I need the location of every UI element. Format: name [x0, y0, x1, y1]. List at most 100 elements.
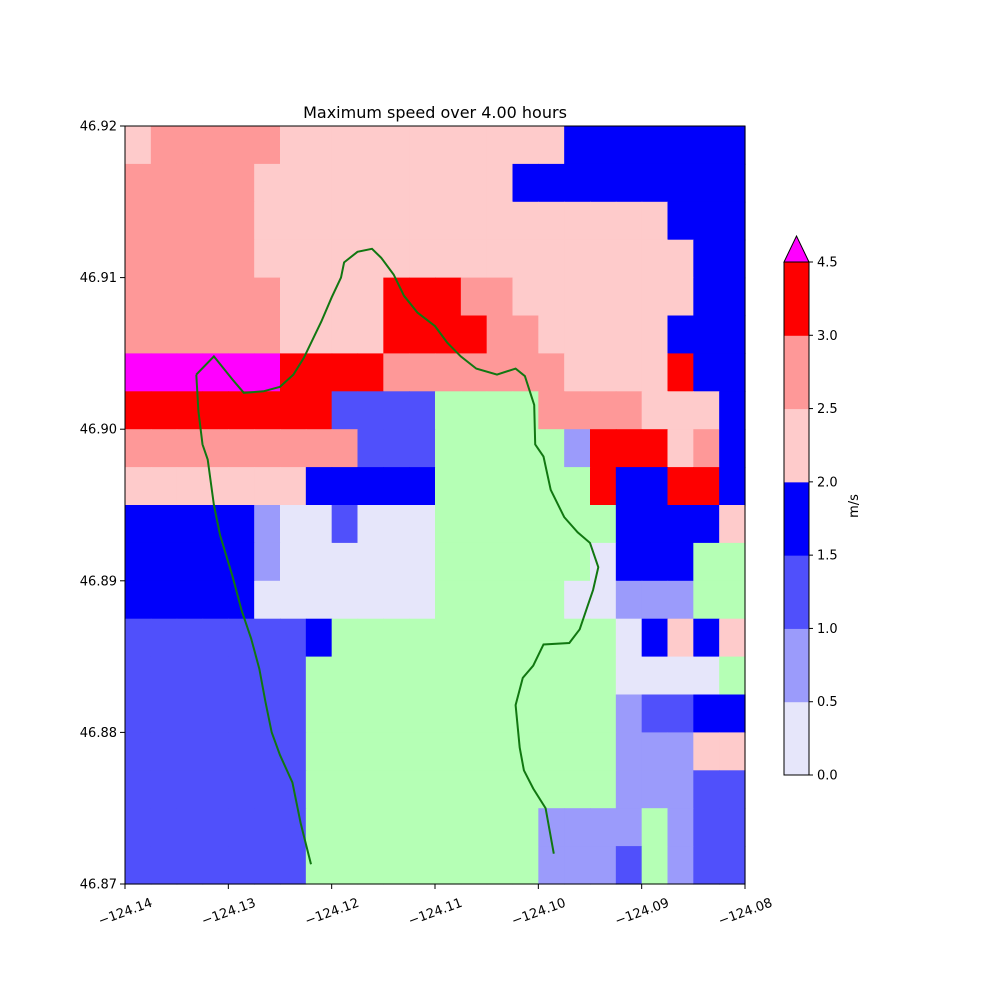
heatmap-cell [409, 618, 436, 658]
heatmap-cell [641, 201, 669, 241]
heatmap-cell [564, 391, 591, 430]
heatmap-cell [486, 239, 514, 279]
heatmap-cell [719, 126, 746, 165]
heatmap-cell [564, 277, 591, 317]
heatmap-cell [331, 315, 359, 354]
heatmap-cell [331, 808, 359, 847]
heatmap-cell [228, 239, 255, 279]
heatmap-cell [615, 542, 643, 582]
heatmap-cell [176, 467, 204, 506]
chart-title: Maximum speed over 4.00 hours [303, 103, 567, 122]
heatmap-cell [719, 467, 746, 506]
heatmap-cell [641, 391, 669, 430]
heatmap-cell [615, 770, 643, 809]
heatmap-cell [202, 467, 229, 506]
heatmap-cell [176, 618, 204, 658]
heatmap-cell [176, 126, 204, 165]
heatmap-cell [176, 429, 204, 468]
heatmap-cell [305, 846, 333, 885]
heatmap-cell [150, 126, 178, 165]
heatmap-cell [538, 277, 565, 317]
heatmap-cell [460, 429, 488, 468]
heatmap-cell [667, 239, 694, 279]
heatmap-cell [615, 429, 643, 468]
heatmap-cell [435, 694, 462, 733]
heatmap-cell [125, 315, 152, 354]
heatmap-cell [125, 694, 152, 733]
heatmap-cell [176, 239, 204, 279]
heatmap-cell [615, 163, 643, 203]
heatmap-cell [641, 542, 669, 582]
heatmap-cell [460, 694, 488, 733]
heatmap-cell [460, 239, 488, 279]
heatmap-cell [512, 353, 539, 392]
heatmap-cell [590, 126, 617, 165]
heatmap-cell [228, 694, 255, 733]
heatmap-cell [564, 353, 591, 392]
heatmap-cell [512, 467, 539, 506]
heatmap-cell [202, 277, 229, 317]
heatmap-cell [538, 846, 565, 885]
heatmap-cell [125, 201, 152, 241]
heatmap-cell [486, 732, 514, 771]
heatmap-cell [202, 732, 229, 771]
heatmap-cell [435, 353, 462, 392]
heatmap-cell [150, 618, 178, 658]
heatmap-cell [693, 770, 720, 809]
heatmap-cell [435, 315, 462, 354]
heatmap-cell [590, 429, 617, 468]
heatmap-cell [409, 353, 436, 392]
y-tick-label: 46.90 [80, 423, 117, 438]
heatmap-cell [486, 846, 514, 885]
heatmap-cell [125, 846, 152, 885]
heatmap-cell [615, 808, 643, 847]
heatmap-cell [150, 239, 178, 279]
heatmap-cell [280, 694, 307, 733]
heatmap-cell [331, 656, 359, 696]
heatmap-cell [125, 163, 152, 203]
heatmap-cell [202, 846, 229, 885]
heatmap-cell [435, 163, 462, 203]
heatmap-cell [460, 580, 488, 620]
heatmap-cell [693, 656, 720, 696]
heatmap-cell [641, 846, 669, 885]
heatmap-cell [228, 277, 255, 317]
heatmap-cell [202, 429, 229, 468]
heatmap-cell [409, 505, 436, 544]
heatmap-cell [693, 126, 720, 165]
heatmap-cell [486, 505, 514, 544]
heatmap-cell [719, 732, 746, 771]
heatmap-cell [486, 277, 514, 317]
heatmap-cell [150, 808, 178, 847]
heatmap-cell [202, 201, 229, 241]
heatmap-cell [383, 467, 410, 506]
heatmap-cell [564, 542, 591, 582]
x-tick-label: −124.09 [613, 896, 671, 929]
colorbar-bin [784, 408, 809, 483]
heatmap-cell [305, 126, 333, 165]
heatmap-cell [176, 201, 204, 241]
heatmap-cell [512, 808, 539, 847]
heatmap-cell [228, 770, 255, 809]
colorbar-tick-label: 1.5 [817, 549, 838, 564]
heatmap-cell [538, 126, 565, 165]
heatmap-cell [486, 429, 514, 468]
heatmap-cell [667, 618, 694, 658]
heatmap-cell [202, 808, 229, 847]
heatmap-cell [280, 391, 307, 430]
heatmap-cell [486, 808, 514, 847]
heatmap-cell [435, 277, 462, 317]
heatmap-cell [228, 846, 255, 885]
heatmap-cell [280, 467, 307, 506]
heatmap-cell [357, 846, 384, 885]
heatmap-cell [641, 315, 669, 354]
heatmap-cell [667, 732, 694, 771]
heatmap-cell [409, 732, 436, 771]
heatmap-cell [641, 580, 669, 620]
heatmap-cell [383, 808, 410, 847]
heatmap-cell [693, 808, 720, 847]
heatmap-cell [176, 770, 204, 809]
heatmap-cell [305, 770, 333, 809]
heatmap-cell [331, 846, 359, 885]
heatmap-cell [590, 391, 617, 430]
